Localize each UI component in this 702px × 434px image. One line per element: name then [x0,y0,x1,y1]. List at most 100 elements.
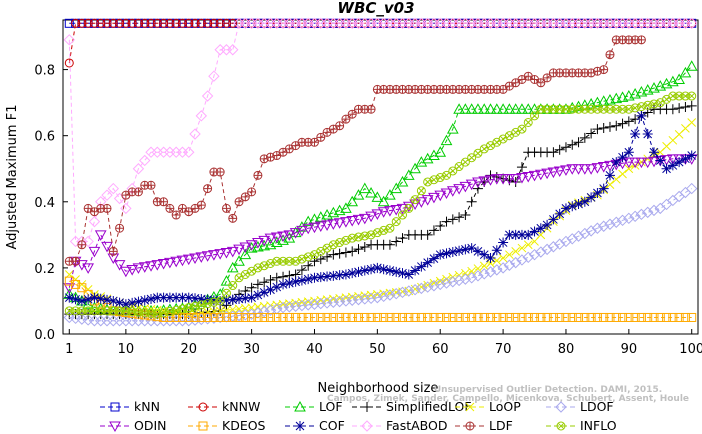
data-point-ldof [333,295,346,308]
legend-item-lof: LOF [285,399,343,414]
data-point-lof [446,123,459,134]
data-point-inflo [83,306,93,316]
data-point-knnw [102,18,112,28]
data-point-kdeos [442,312,452,322]
data-point-simplifiedlof [359,241,370,252]
data-point-fastabod [201,90,214,102]
data-point-knnw [83,18,93,28]
data-point-odin [94,230,107,241]
data-point-ldof [686,182,698,195]
data-point-ldof [245,308,258,320]
data-point-kdeos [253,312,263,322]
data-point-kdeos [171,312,181,322]
data-point-fastabod [88,215,101,228]
data-point-odin [465,179,478,191]
data-point-inflo [404,203,414,213]
data-point-cof [284,278,295,289]
data-point-cof [322,271,333,282]
data-point-cof [120,299,131,310]
x-tick-label: 60 [432,342,449,357]
data-point-inflo [680,91,690,101]
data-point-odin [528,170,541,182]
data-point-simplifiedlof [680,102,691,113]
data-point-odin [641,157,654,169]
data-point-knnw [385,18,395,28]
data-point-cof [586,192,597,203]
data-point-cof [636,110,647,121]
data-point-inflo [618,104,628,114]
data-point-inflo [108,306,118,316]
data-point-odin [622,157,635,169]
data-point-inflo [71,306,81,316]
y-tick-label: 0.8 [34,64,55,79]
data-point-cof [83,294,94,305]
data-point-kdeos [492,312,502,322]
data-point-odin [566,164,579,175]
data-point-odin [346,216,359,227]
data-point-odin [560,165,572,176]
data-point-simplifiedlof [592,124,603,135]
data-point-ldof [277,301,289,314]
data-point-lof [516,103,528,114]
data-point-lof [409,162,421,174]
data-point-cof [661,163,672,174]
data-point-fastabod [208,70,220,82]
data-point-odin [327,219,340,230]
data-point-odin [503,174,516,185]
data-point-cof [183,292,194,303]
watermark-line-1: Unsupervised Outlier Detection. DAMI, 20… [434,385,662,395]
data-point-kdeos [372,312,382,322]
data-point-lof [622,89,635,101]
data-point-ldof [610,216,622,228]
series-ldf [64,35,646,266]
data-point-odin [321,220,333,231]
data-point-lof [459,103,472,114]
legend-marker-ldf [465,421,475,431]
data-point-odin [201,251,214,262]
data-point-odin [390,205,403,216]
data-point-odin [170,256,183,268]
data-point-loop [624,164,634,174]
data-point-kdeos [467,312,477,322]
data-point-knnw [523,18,533,28]
data-point-ldf [115,223,125,233]
data-point-lof [258,239,271,251]
data-point-cof [674,157,685,168]
data-point-simplifiedlof [246,282,257,293]
data-point-loop [442,274,451,284]
data-point-lof [453,103,465,114]
data-point-inflo [398,210,408,220]
data-point-cof [265,284,276,295]
data-point-cof [466,243,477,254]
data-point-kdeos [410,312,420,322]
legend-label-knnw: kNNW [222,399,260,414]
data-point-ldof [629,210,641,223]
data-point-ldf [159,197,169,207]
data-point-knnw [71,18,81,28]
data-point-cof [290,276,301,287]
data-point-odin [516,173,528,184]
data-point-odin [490,174,503,185]
data-point-inflo [228,281,238,291]
data-point-kdeos [165,312,175,322]
y-tick-label: 0.0 [34,328,55,343]
data-point-kdeos [630,312,640,322]
data-point-simplifiedlof [567,139,578,150]
data-point-kdeos [284,312,294,322]
data-point-inflo [687,91,697,101]
data-point-inflo [517,124,527,134]
data-point-cof [127,297,138,308]
data-point-cof [309,272,320,283]
data-point-lof [465,103,478,114]
data-point-cof [89,292,100,303]
data-point-inflo [536,104,546,114]
data-point-cof [397,268,408,279]
data-point-kdeos [272,312,282,322]
data-point-cof [567,201,578,212]
data-point-kdeos [668,312,678,322]
data-point-simplifiedlof [623,116,634,127]
plot-area [62,19,699,335]
data-point-knnw [630,18,640,28]
x-tick-label: 40 [306,342,323,357]
data-point-ldf [203,184,213,194]
